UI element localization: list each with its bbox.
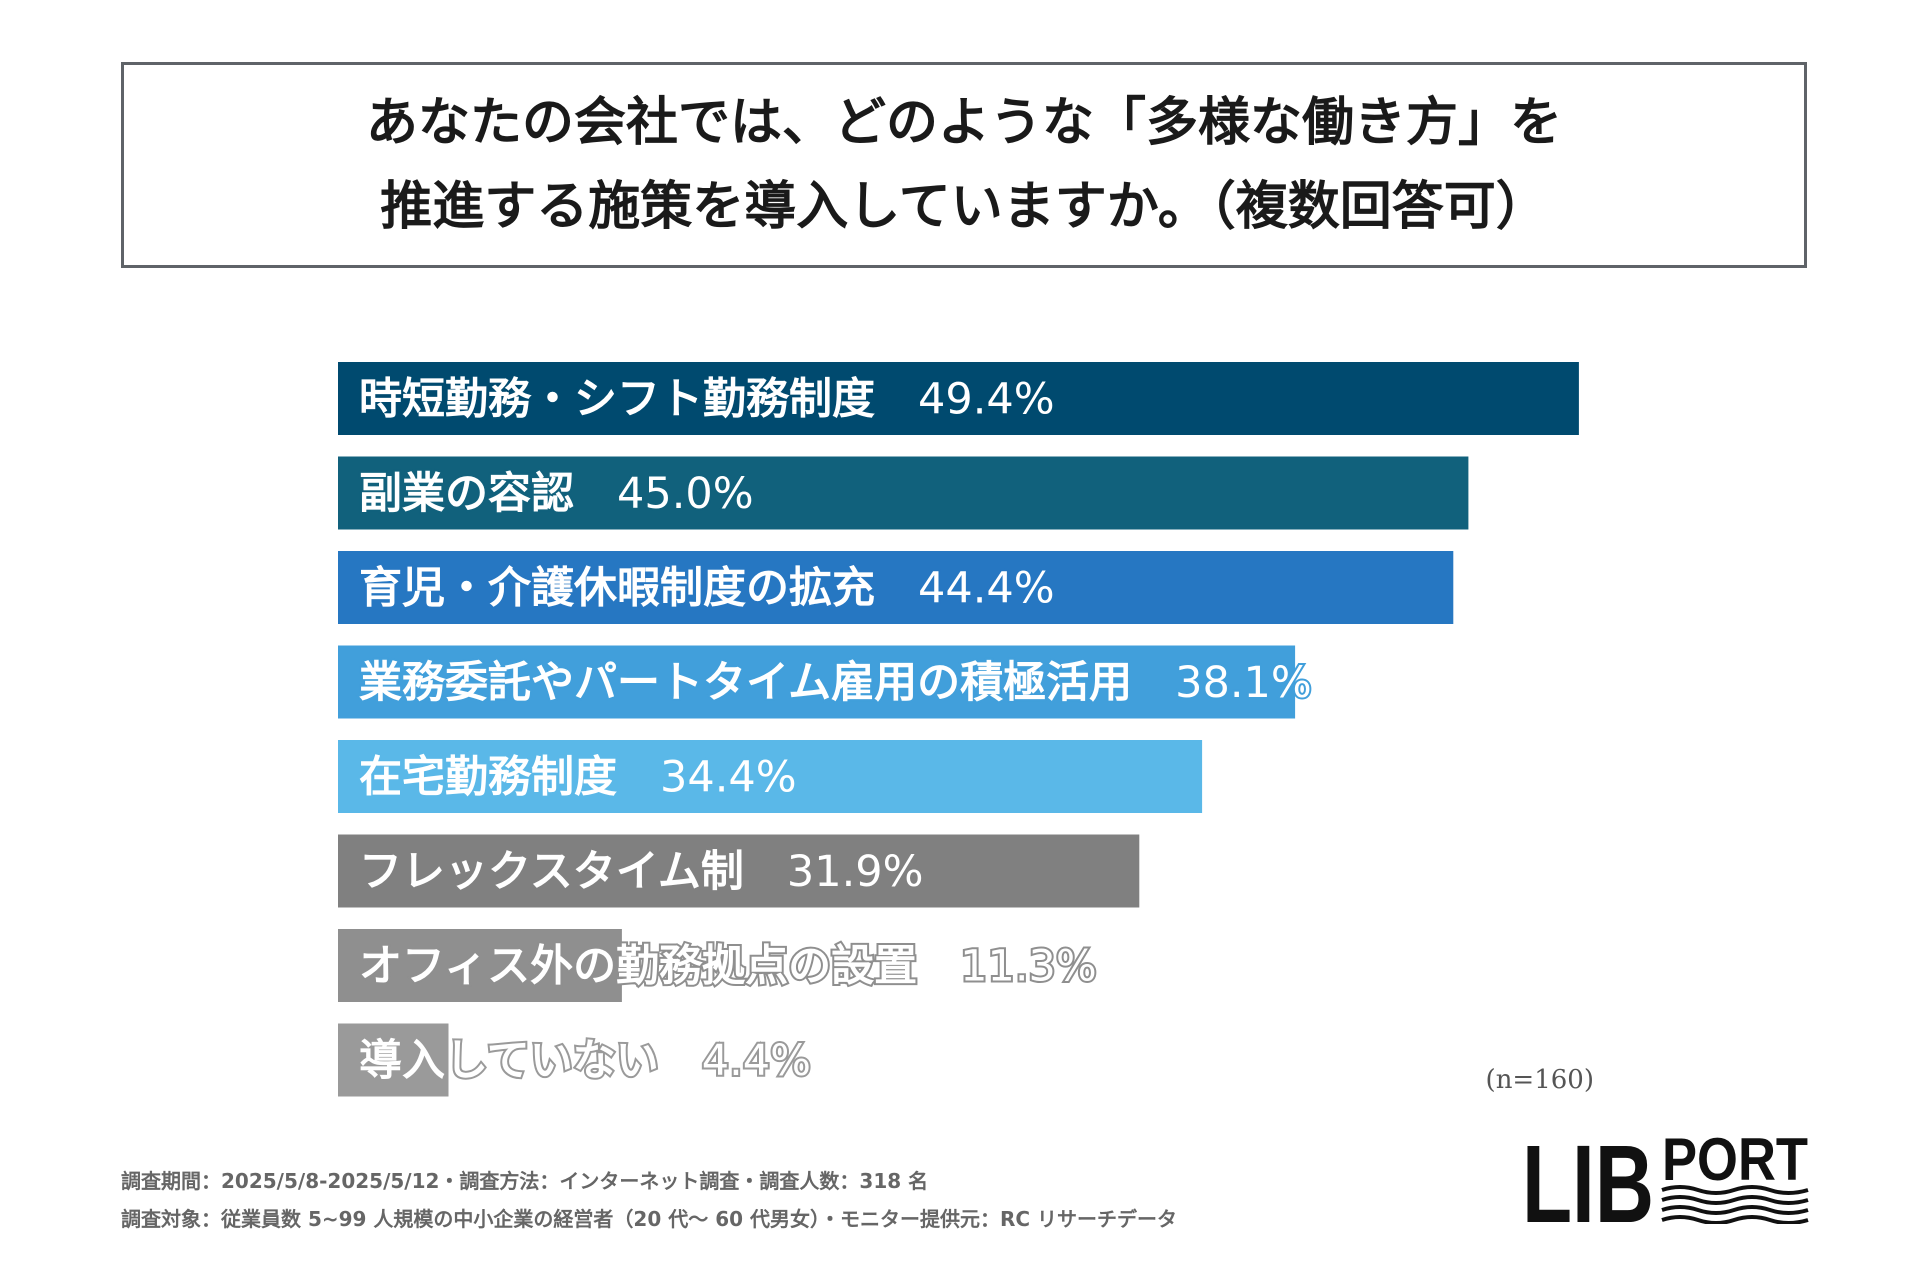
value-label-5: 34.4% bbox=[660, 753, 797, 803]
value-label-4: 38.1% bbox=[1175, 658, 1312, 708]
value-label-7: 11.3% bbox=[960, 942, 1097, 992]
logo-wave-4 bbox=[1661, 1215, 1809, 1224]
bar-label-7: オフィス外の勤務拠点の設置 11.3% bbox=[359, 942, 1097, 992]
value-label-6: 31.9% bbox=[787, 847, 924, 897]
question-title-box: あなたの会社では、どのような「多様な働き方」を 推進する施策を導入していますか。… bbox=[121, 62, 1807, 268]
bar-label-1: 時短勤務・シフト勤務制度 49.4% bbox=[359, 375, 1055, 425]
bar-6 bbox=[338, 834, 1140, 908]
bar-label-3: 育児・介護休暇制度の拡充 44.4% bbox=[359, 564, 1055, 614]
logo-lib-text: LIB bbox=[1522, 1128, 1654, 1224]
bar-5 bbox=[338, 740, 1203, 813]
bar-1 bbox=[338, 362, 1579, 435]
bar-label-2: 副業の容認 45.0% bbox=[359, 469, 754, 519]
bar-8 bbox=[338, 1023, 449, 1097]
category-label-8: 導入していない bbox=[359, 1036, 702, 1086]
category-label-1: 時短勤務・シフト勤務制度 bbox=[359, 375, 918, 425]
value-label-3: 44.4% bbox=[918, 564, 1055, 614]
value-label-8: 4.4% bbox=[702, 1036, 811, 1086]
category-label-6: フレックスタイム制 bbox=[359, 847, 787, 897]
survey-period-note: 調査期間：2025/5/8-2025/5/12・調査方法：インターネット調査・調… bbox=[121, 1169, 929, 1193]
survey-target-note: 調査対象：従業員数 5~99 人規模の中小企業の経営者（20 代～ 60 代男女… bbox=[121, 1207, 1178, 1231]
category-label-5: 在宅勤務制度 bbox=[359, 753, 660, 803]
question-title-line-1: あなたの会社では、どのような「多様な働き方」を bbox=[365, 92, 1562, 153]
bar-2 bbox=[338, 456, 1469, 530]
bar-label-6: フレックスタイム制 31.9% bbox=[359, 847, 923, 897]
bar-label-4: 業務委託やパートタイム雇用の積極活用 38.1% bbox=[359, 658, 1312, 708]
bar-4 bbox=[338, 645, 1296, 719]
category-label-4: 業務委託やパートタイム雇用の積極活用 bbox=[359, 658, 1175, 708]
logo-wave-3 bbox=[1661, 1205, 1809, 1215]
value-label-1: 49.4% bbox=[918, 375, 1055, 425]
bar-7 bbox=[338, 929, 622, 1002]
sample-size-label: (n=160) bbox=[1485, 1065, 1594, 1095]
bar-3 bbox=[338, 551, 1454, 624]
logo-wave-1 bbox=[1661, 1185, 1809, 1195]
bar-label-8: 導入していない 4.4% bbox=[359, 1036, 811, 1086]
category-label-2: 副業の容認 bbox=[359, 469, 617, 519]
libport-logo: LIB PORT bbox=[1522, 1128, 1809, 1224]
value-label-2: 45.0% bbox=[617, 469, 754, 519]
question-title-line-2: 推進する施策を導入していますか。（複数回答可） bbox=[380, 176, 1548, 237]
logo-wave-2 bbox=[1661, 1195, 1809, 1205]
logo-port-text: PORT bbox=[1662, 1128, 1808, 1193]
category-label-3: 育児・介護休暇制度の拡充 bbox=[359, 564, 918, 614]
category-label-7: オフィス外の勤務拠点の設置 bbox=[359, 942, 960, 992]
bar-label-5: 在宅勤務制度 34.4% bbox=[359, 753, 797, 803]
